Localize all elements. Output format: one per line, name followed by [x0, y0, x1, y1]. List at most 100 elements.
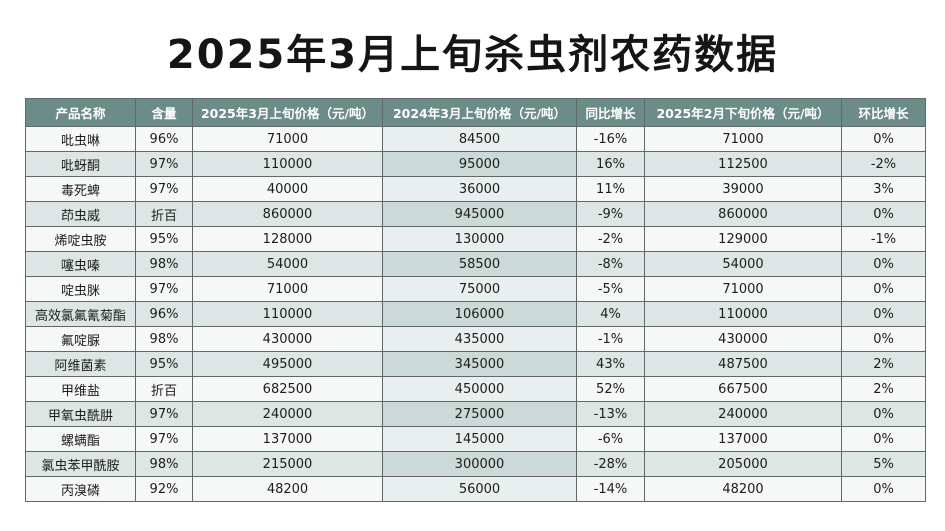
content-cell: 95% — [135, 351, 193, 377]
price-2024-march-cell: 106000 — [382, 301, 577, 327]
table-row: 阿维菌素 95% 495000 345000 43% 487500 2% — [25, 351, 926, 377]
content-cell: 97% — [135, 276, 193, 302]
yoy-growth-cell: -28% — [576, 451, 645, 477]
content-cell: 97% — [135, 426, 193, 452]
product-name-cell: 甲维盐 — [25, 376, 136, 402]
mom-growth-cell: 2% — [841, 351, 926, 377]
pesticide-price-table: 产品名称 含量 2025年3月上旬价格（元/吨） 2024年3月上旬价格（元/吨… — [25, 98, 926, 502]
product-name-cell: 吡虫啉 — [25, 126, 136, 152]
price-2024-march-cell: 435000 — [382, 326, 577, 352]
table-row: 噻虫嗪 98% 54000 58500 -8% 54000 0% — [25, 251, 926, 277]
price-2025-march-cell: 430000 — [192, 326, 383, 352]
price-2025-march-cell: 240000 — [192, 401, 383, 427]
yoy-growth-cell: 4% — [576, 301, 645, 327]
yoy-growth-cell: -8% — [576, 251, 645, 277]
price-2024-march-cell: 58500 — [382, 251, 577, 277]
column-header-price-2025-late-february: 2025年2月下旬价格（元/吨） — [644, 98, 842, 127]
product-name-cell: 阿维菌素 — [25, 351, 136, 377]
table-row: 甲维盐 折百 682500 450000 52% 667500 2% — [25, 376, 926, 402]
price-2025-february-cell: 71000 — [644, 276, 842, 302]
product-name-cell: 噻虫嗪 — [25, 251, 136, 277]
content-cell: 92% — [135, 476, 193, 502]
price-2025-march-cell: 860000 — [192, 201, 383, 227]
product-name-cell: 甲氧虫酰肼 — [25, 401, 136, 427]
content-cell: 98% — [135, 326, 193, 352]
mom-growth-cell: 0% — [841, 426, 926, 452]
yoy-growth-cell: 43% — [576, 351, 645, 377]
price-2025-march-cell: 495000 — [192, 351, 383, 377]
product-name-cell: 吡蚜酮 — [25, 151, 136, 177]
price-2025-march-cell: 54000 — [192, 251, 383, 277]
mom-growth-cell: 0% — [841, 301, 926, 327]
price-2025-march-cell: 110000 — [192, 151, 383, 177]
column-header-price-2025-early-march: 2025年3月上旬价格（元/吨） — [192, 98, 383, 127]
price-2024-march-cell: 145000 — [382, 426, 577, 452]
content-cell: 98% — [135, 251, 193, 277]
content-cell: 折百 — [135, 201, 193, 227]
price-2025-march-cell: 682500 — [192, 376, 383, 402]
table-row: 毒死蜱 97% 40000 36000 11% 39000 3% — [25, 176, 926, 202]
price-2025-february-cell: 240000 — [644, 401, 842, 427]
yoy-growth-cell: -2% — [576, 226, 645, 252]
table-row: 烯啶虫胺 95% 128000 130000 -2% 129000 -1% — [25, 226, 926, 252]
table-body: 吡虫啉 96% 71000 84500 -16% 71000 0% 吡蚜酮 97% 110000 9… — [25, 126, 926, 502]
table-row: 吡虫啉 96% 71000 84500 -16% 71000 0% — [25, 126, 926, 152]
price-2025-february-cell: 667500 — [644, 376, 842, 402]
price-2025-february-cell: 860000 — [644, 201, 842, 227]
product-name-cell: 螺螨酯 — [25, 426, 136, 452]
product-name-cell: 丙溴磷 — [25, 476, 136, 502]
table-row: 高效氯氟氰菊酯 96% 110000 106000 4% 110000 0% — [25, 301, 926, 327]
product-name-cell: 氟啶脲 — [25, 326, 136, 352]
mom-growth-cell: 0% — [841, 126, 926, 152]
price-2024-march-cell: 56000 — [382, 476, 577, 502]
column-header-content: 含量 — [135, 98, 193, 127]
price-2024-march-cell: 75000 — [382, 276, 577, 302]
mom-growth-cell: 2% — [841, 376, 926, 402]
table-row: 茚虫威 折百 860000 945000 -9% 860000 0% — [25, 201, 926, 227]
content-cell: 96% — [135, 301, 193, 327]
price-2025-march-cell: 40000 — [192, 176, 383, 202]
table-row: 螺螨酯 97% 137000 145000 -6% 137000 0% — [25, 426, 926, 452]
column-header-price-2024-early-march: 2024年3月上旬价格（元/吨） — [382, 98, 577, 127]
content-cell: 98% — [135, 451, 193, 477]
price-2025-march-cell: 137000 — [192, 426, 383, 452]
table-row: 丙溴磷 92% 48200 56000 -14% 48200 0% — [25, 476, 926, 502]
mom-growth-cell: -2% — [841, 151, 926, 177]
column-header-mom-growth: 环比增长 — [841, 98, 926, 127]
mom-growth-cell: 0% — [841, 326, 926, 352]
price-2024-march-cell: 450000 — [382, 376, 577, 402]
product-name-cell: 毒死蜱 — [25, 176, 136, 202]
product-name-cell: 高效氯氟氰菊酯 — [25, 301, 136, 327]
price-2025-february-cell: 430000 — [644, 326, 842, 352]
content-cell: 97% — [135, 401, 193, 427]
price-2024-march-cell: 84500 — [382, 126, 577, 152]
price-2025-february-cell: 54000 — [644, 251, 842, 277]
mom-growth-cell: 3% — [841, 176, 926, 202]
price-2025-march-cell: 215000 — [192, 451, 383, 477]
price-2025-march-cell: 128000 — [192, 226, 383, 252]
yoy-growth-cell: -1% — [576, 326, 645, 352]
price-2024-march-cell: 95000 — [382, 151, 577, 177]
table-row: 氯虫苯甲酰胺 98% 215000 300000 -28% 205000 5% — [25, 451, 926, 477]
price-2025-february-cell: 71000 — [644, 126, 842, 152]
table-row: 甲氧虫酰肼 97% 240000 275000 -13% 240000 0% — [25, 401, 926, 427]
content-cell: 95% — [135, 226, 193, 252]
yoy-growth-cell: 16% — [576, 151, 645, 177]
price-2025-february-cell: 205000 — [644, 451, 842, 477]
price-2025-march-cell: 71000 — [192, 126, 383, 152]
price-2025-march-cell: 48200 — [192, 476, 383, 502]
mom-growth-cell: 0% — [841, 251, 926, 277]
price-2024-march-cell: 275000 — [382, 401, 577, 427]
table-row: 啶虫脒 97% 71000 75000 -5% 71000 0% — [25, 276, 926, 302]
mom-growth-cell: 0% — [841, 201, 926, 227]
price-2024-march-cell: 300000 — [382, 451, 577, 477]
price-2024-march-cell: 36000 — [382, 176, 577, 202]
page-title: 2025年3月上旬杀虫剂农药数据 — [166, 32, 779, 78]
product-name-cell: 烯啶虫胺 — [25, 226, 136, 252]
yoy-growth-cell: -5% — [576, 276, 645, 302]
content-cell: 96% — [135, 126, 193, 152]
product-name-cell: 氯虫苯甲酰胺 — [25, 451, 136, 477]
price-2024-march-cell: 130000 — [382, 226, 577, 252]
mom-growth-cell: 0% — [841, 276, 926, 302]
